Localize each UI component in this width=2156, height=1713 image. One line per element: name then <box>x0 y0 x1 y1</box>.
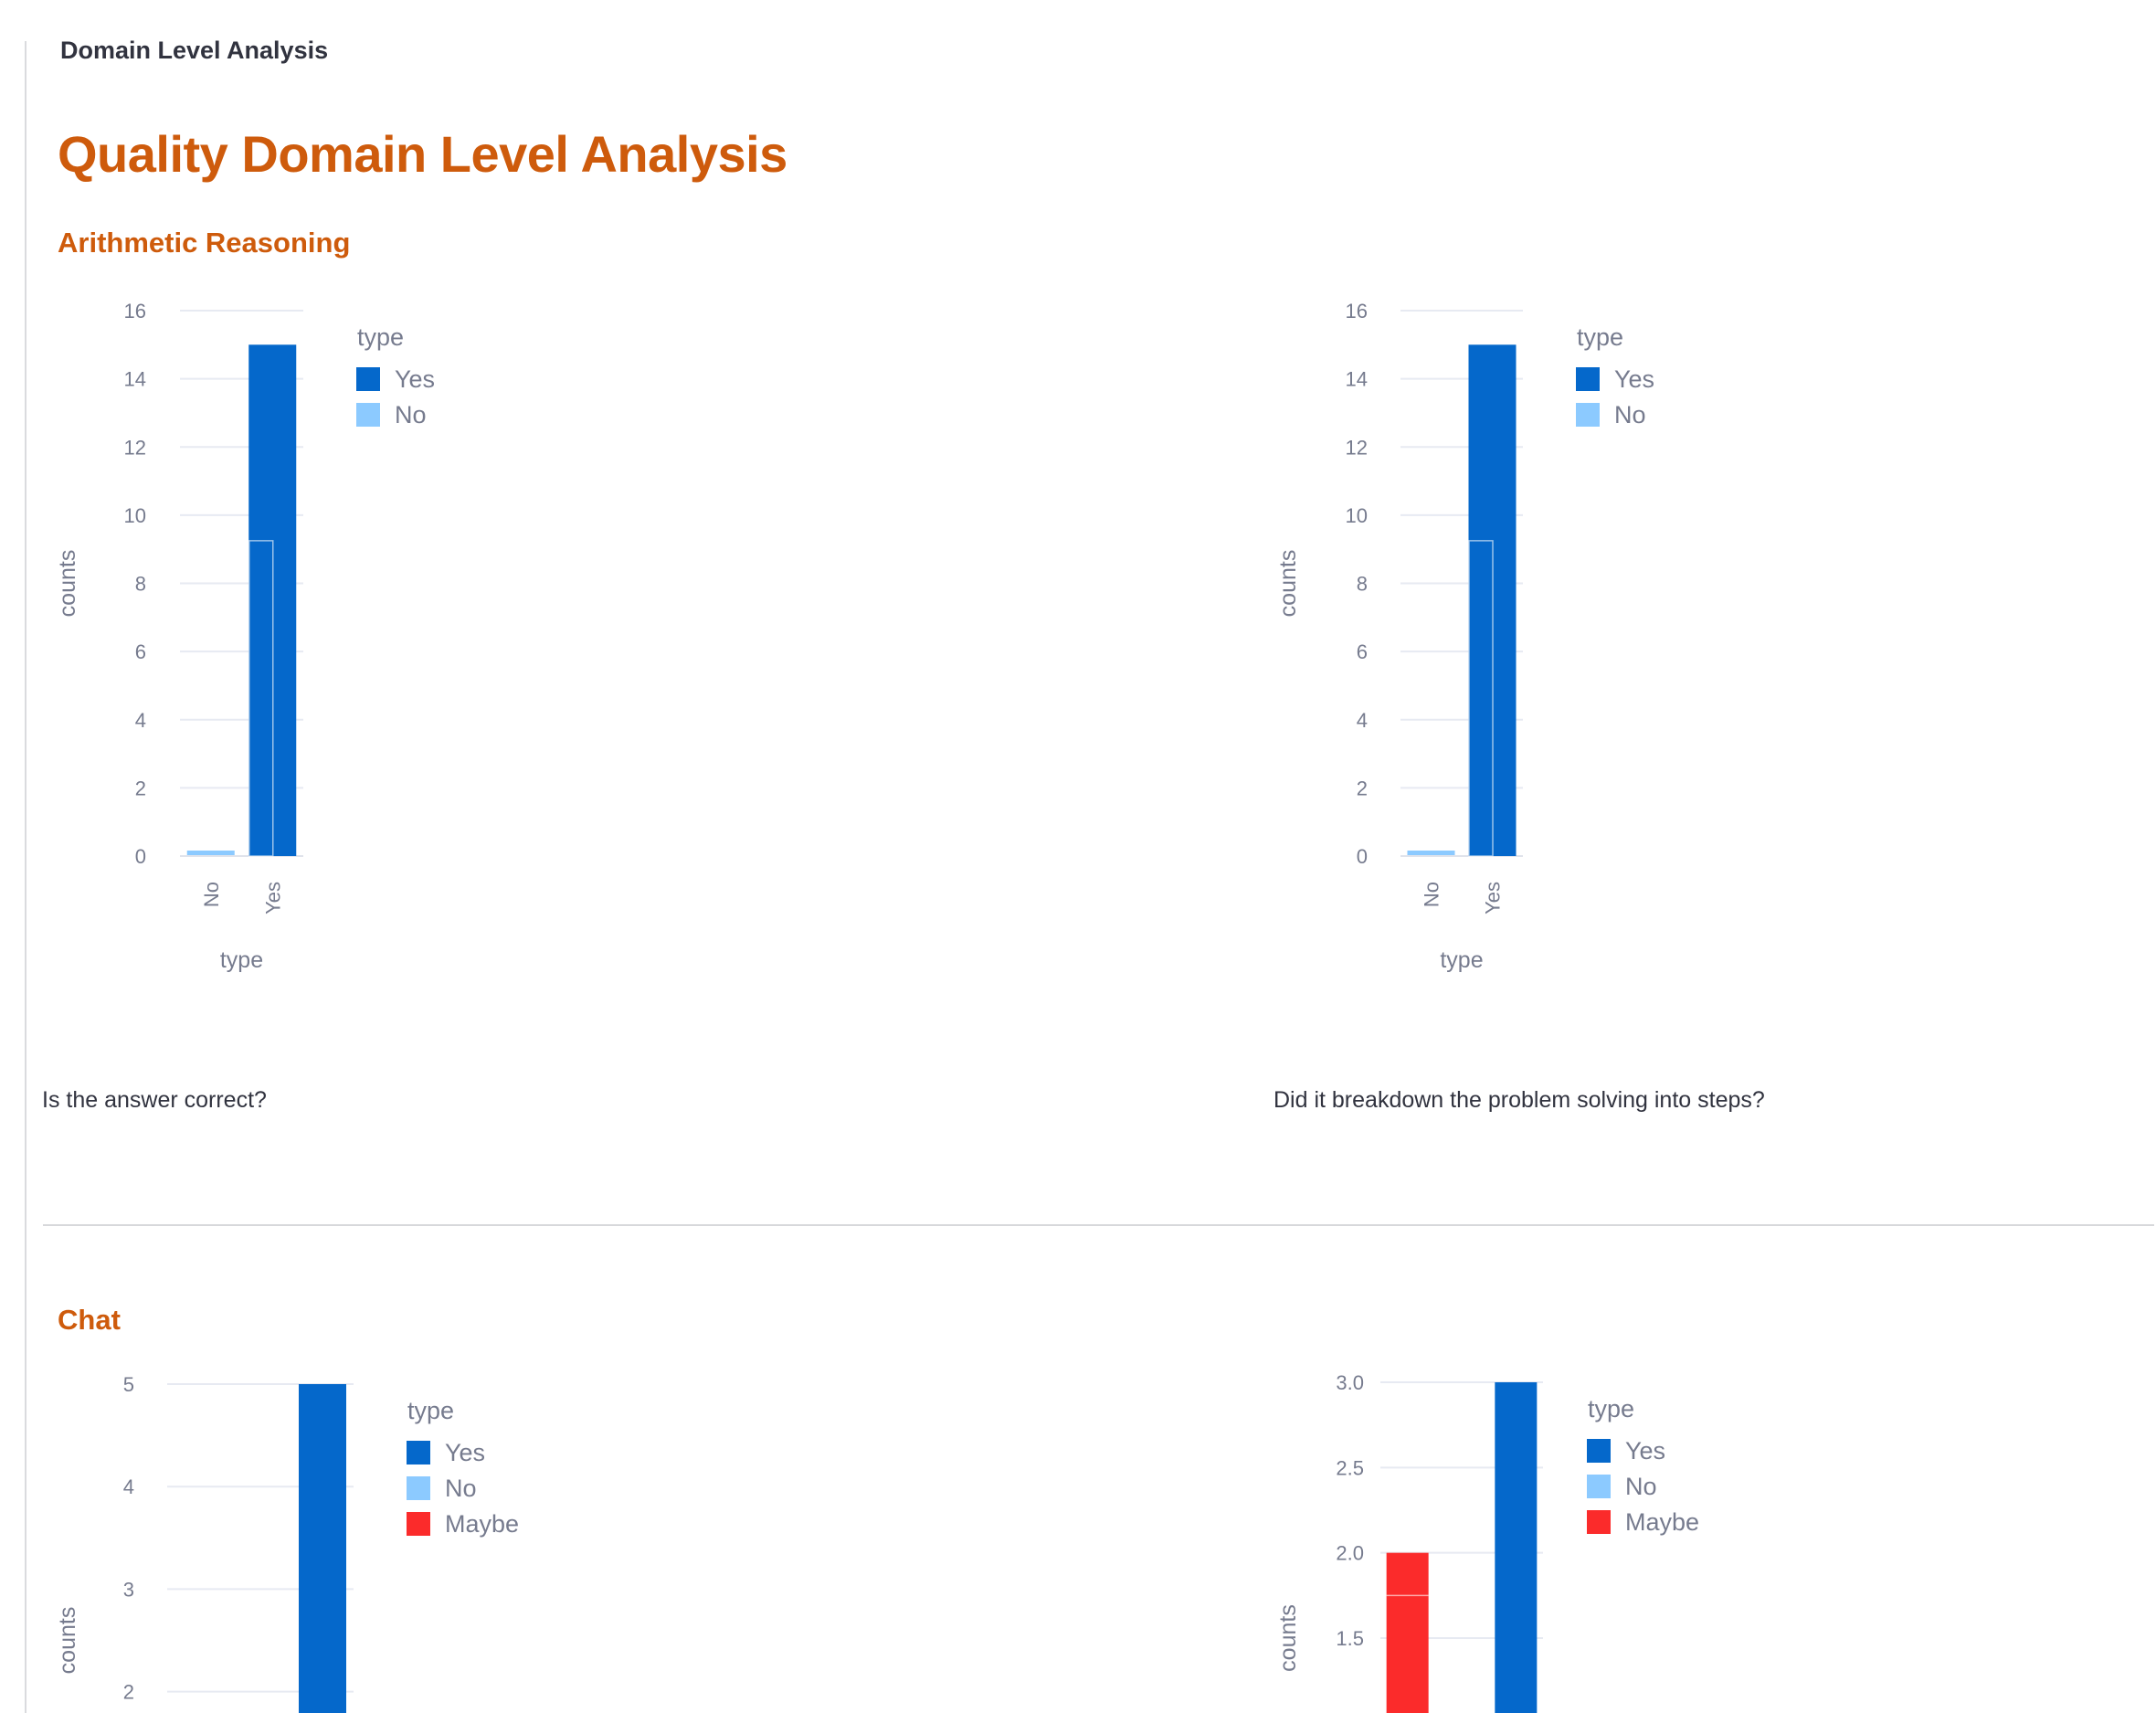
legend-swatch-maybe[interactable] <box>1587 1510 1611 1534</box>
chart-caption-breakdown-steps: Did it breakdown the problem solving int… <box>1274 1087 1765 1113</box>
y-tick-label: 5 <box>123 1373 134 1396</box>
y-tick-label: 4 <box>123 1475 134 1498</box>
y-tick-label: 12 <box>124 436 146 459</box>
legend-label-yes: Yes <box>1625 1437 1665 1465</box>
y-tick-label: 16 <box>1346 301 1368 323</box>
section-heading-arithmetic-reasoning: Arithmetic Reasoning <box>58 227 351 259</box>
y-tick-label: 3 <box>123 1578 134 1601</box>
legend-label-yes: Yes <box>395 365 435 393</box>
y-tick-label: 16 <box>124 301 146 323</box>
y-tick-label: 8 <box>1357 573 1368 596</box>
y-tick-label: 12 <box>1346 436 1368 459</box>
y-tick-label: 4 <box>1357 709 1368 732</box>
bar-chart-breakdown-steps[interactable]: 16 14 12 10 8 6 4 2 0 No Yes type counts type Yes No <box>1257 301 1897 1005</box>
y-tick-label: 14 <box>1346 368 1368 391</box>
bar-yes[interactable] <box>299 1384 346 1713</box>
legend-swatch-no[interactable] <box>356 403 380 427</box>
breadcrumb: Domain Level Analysis <box>60 37 329 64</box>
x-tick-label: No <box>200 882 223 907</box>
legend-label-no: No <box>395 401 427 428</box>
x-tick-label: No <box>1421 882 1443 907</box>
y-axis-title: counts <box>55 550 80 618</box>
y-tick-label: 0 <box>135 845 146 868</box>
bar-yes[interactable] <box>1495 1382 1538 1713</box>
y-tick-label: 1.5 <box>1336 1627 1364 1650</box>
x-axis-title: type <box>220 947 263 973</box>
y-tick-label: 2.0 <box>1336 1542 1364 1565</box>
y-tick-label: 10 <box>1346 504 1368 527</box>
legend-swatch-no[interactable] <box>1587 1475 1611 1498</box>
section-heading-chat: Chat <box>58 1304 121 1336</box>
x-tick-label: Yes <box>1482 882 1505 915</box>
bar-maybe[interactable] <box>1386 1552 1429 1713</box>
legend-swatch-yes[interactable] <box>356 367 380 391</box>
legend-label-yes: Yes <box>1614 365 1654 393</box>
selection-ghost-box <box>248 540 274 857</box>
y-tick-label: 2.5 <box>1336 1456 1364 1479</box>
x-tick-label: Yes <box>261 882 284 915</box>
legend-swatch-no[interactable] <box>1576 403 1600 427</box>
bar-no[interactable] <box>186 851 235 855</box>
bar-chart-answer-correct[interactable]: 16 14 12 10 8 6 4 2 0 No Yes type counts type Yes No <box>37 301 676 1005</box>
legend-title: type <box>1588 1395 1634 1422</box>
legend-swatch-yes[interactable] <box>1576 367 1600 391</box>
y-tick-label: 14 <box>124 368 146 391</box>
legend-label-yes: Yes <box>445 1439 485 1466</box>
legend-swatch-no[interactable] <box>407 1476 430 1500</box>
legend-label-no: No <box>1625 1473 1657 1500</box>
y-axis-title: counts <box>1275 1604 1301 1672</box>
legend-label-no: No <box>445 1475 477 1502</box>
legend-label-maybe: Maybe <box>1625 1508 1699 1536</box>
y-tick-label: 8 <box>135 573 146 596</box>
legend-swatch-yes[interactable] <box>1587 1439 1611 1463</box>
section-divider <box>43 1224 2154 1226</box>
legend-title: type <box>407 1397 454 1424</box>
y-tick-label: 4 <box>135 709 146 732</box>
bar-no[interactable] <box>1407 851 1455 855</box>
y-tick-label: 2 <box>135 777 146 799</box>
y-axis-title: counts <box>1275 550 1301 618</box>
x-axis-title: type <box>1440 947 1483 973</box>
y-tick-label: 6 <box>135 640 146 663</box>
y-tick-label: 3.0 <box>1336 1371 1364 1394</box>
legend-title: type <box>1577 323 1623 351</box>
y-axis-title: counts <box>55 1607 80 1675</box>
legend-swatch-yes[interactable] <box>407 1441 430 1465</box>
y-tick-label: 6 <box>1357 640 1368 663</box>
y-tick-label: 2 <box>1357 777 1368 799</box>
legend-label-no: No <box>1614 401 1646 428</box>
page-title: Quality Domain Level Analysis <box>58 125 787 183</box>
legend-title: type <box>357 323 404 351</box>
bar-chart-chat-right[interactable]: 3.02.52.01.5MaybeNoYestypecountstypeYesN… <box>1257 1361 1897 1713</box>
chart-caption-answer-correct: Is the answer correct? <box>42 1087 267 1113</box>
bar-chart-chat-left[interactable]: 5432MaybeNoYestypecountstypeYesNoMaybe <box>37 1361 676 1713</box>
y-tick-label: 10 <box>124 504 146 527</box>
left-border-rule <box>25 41 26 1713</box>
selection-ghost-box <box>1468 540 1494 857</box>
legend-swatch-maybe[interactable] <box>407 1512 430 1536</box>
legend-label-maybe: Maybe <box>445 1510 519 1538</box>
y-tick-label: 0 <box>1357 845 1368 868</box>
y-tick-label: 2 <box>123 1681 134 1704</box>
